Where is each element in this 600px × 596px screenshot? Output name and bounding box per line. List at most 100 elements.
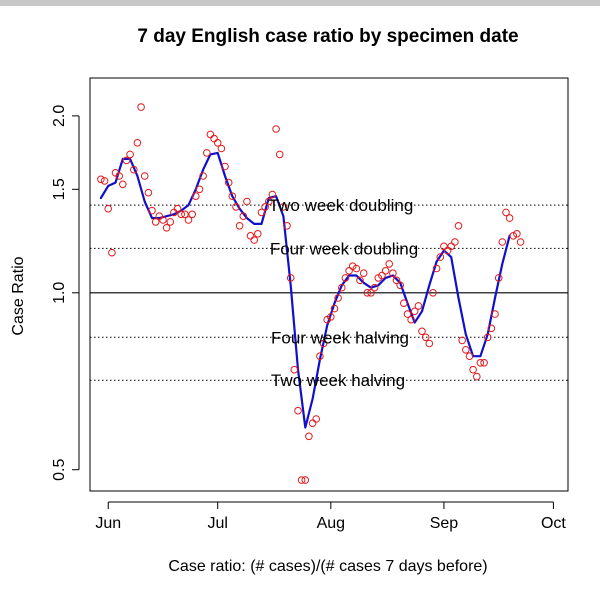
y-tick-label: 1.0 xyxy=(51,282,68,304)
data-point xyxy=(465,352,474,361)
y-tick-label: 0.5 xyxy=(51,458,68,480)
x-axis: Jun Jul Aug Sep Oct xyxy=(95,501,566,532)
data-point xyxy=(253,230,262,238)
x-tick-label: Jul xyxy=(207,515,227,532)
data-point xyxy=(297,476,306,484)
data-point xyxy=(206,130,215,139)
plot-border xyxy=(89,77,569,492)
data-point xyxy=(203,149,211,157)
data-point xyxy=(370,283,379,292)
data-point xyxy=(232,203,240,211)
reference-labels: Two week doubling Four week doubling Four … xyxy=(269,196,418,390)
data-point xyxy=(494,274,503,282)
data-point xyxy=(385,260,394,268)
data-point xyxy=(352,264,361,273)
reference-line-label: Four week doubling xyxy=(270,239,418,258)
reference-line-label: Two week halving xyxy=(271,371,405,390)
data-point xyxy=(181,210,189,219)
data-point xyxy=(195,185,204,194)
data-point xyxy=(177,210,185,219)
data-point xyxy=(133,139,142,147)
data-point xyxy=(425,339,434,348)
data-point xyxy=(338,283,346,292)
x-tick-label: Sep xyxy=(430,515,459,532)
data-points-layer xyxy=(97,103,525,484)
data-point xyxy=(367,289,375,297)
data-point xyxy=(451,238,459,246)
data-point xyxy=(224,178,233,187)
data-point xyxy=(392,276,401,285)
data-point xyxy=(140,172,149,180)
data-point xyxy=(345,267,353,275)
chart-title: 7 day English case ratio by specimen dat… xyxy=(137,26,518,47)
data-point xyxy=(447,242,456,251)
data-point xyxy=(294,406,302,415)
data-point xyxy=(199,172,207,180)
data-point xyxy=(301,476,310,484)
data-point xyxy=(418,327,426,336)
data-point xyxy=(239,212,248,220)
data-point xyxy=(410,307,419,316)
data-point xyxy=(137,103,145,111)
data-point xyxy=(421,333,430,342)
data-point xyxy=(122,156,131,165)
data-point xyxy=(144,188,153,197)
data-point xyxy=(217,144,226,153)
data-point xyxy=(148,206,156,215)
data-point xyxy=(327,313,335,321)
data-point xyxy=(192,192,200,200)
data-point xyxy=(458,336,467,345)
data-point xyxy=(509,232,518,240)
x-tick-label: Oct xyxy=(541,515,566,532)
data-point xyxy=(454,222,463,230)
data-point xyxy=(104,204,112,213)
data-point xyxy=(516,238,525,246)
data-point xyxy=(513,230,521,238)
data-point xyxy=(348,262,357,271)
data-point xyxy=(286,274,295,282)
y-axis: 0.5 1.0 1.5 2.0 xyxy=(51,105,80,481)
data-point xyxy=(498,238,507,246)
data-point xyxy=(356,276,364,285)
data-point xyxy=(480,359,488,367)
data-point xyxy=(279,203,288,211)
data-point xyxy=(119,180,127,189)
data-point xyxy=(268,190,277,199)
data-point xyxy=(272,125,280,133)
data-point xyxy=(162,224,171,232)
data-point xyxy=(319,339,328,348)
reference-lines xyxy=(90,204,568,381)
data-point xyxy=(400,299,408,308)
data-point xyxy=(166,218,175,226)
data-point xyxy=(330,304,339,313)
data-point xyxy=(265,197,273,206)
data-point xyxy=(228,192,237,200)
data-point xyxy=(115,172,123,180)
data-point xyxy=(250,236,258,244)
data-point xyxy=(246,232,255,240)
data-point xyxy=(436,253,445,261)
chart-background xyxy=(0,6,600,591)
data-point xyxy=(341,274,350,282)
reference-line-label: Two week doubling xyxy=(269,196,414,215)
data-point xyxy=(483,333,492,342)
data-point xyxy=(429,289,437,297)
data-point xyxy=(440,242,448,251)
data-point xyxy=(97,175,105,184)
data-point xyxy=(283,222,291,230)
data-point xyxy=(290,365,299,374)
data-point xyxy=(261,203,269,211)
data-point xyxy=(130,165,138,174)
x-axis-label: Case ratio: (# cases)/(# cases 7 days be… xyxy=(168,558,487,575)
data-point xyxy=(462,346,470,354)
data-point xyxy=(396,281,405,290)
data-point xyxy=(378,271,386,280)
data-point xyxy=(334,294,342,302)
x-tick-label: Jun xyxy=(95,515,121,532)
data-point xyxy=(213,139,222,147)
data-point xyxy=(414,302,423,310)
data-point xyxy=(100,177,109,185)
data-point xyxy=(243,197,251,206)
